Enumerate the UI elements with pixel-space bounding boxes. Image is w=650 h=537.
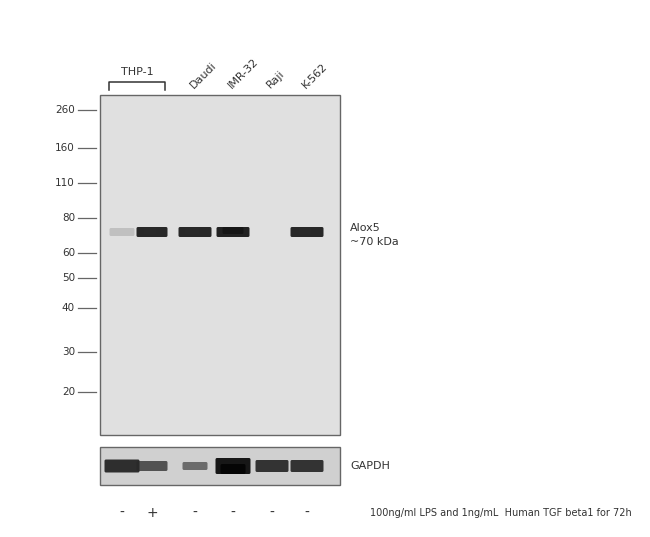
FancyBboxPatch shape	[183, 462, 207, 470]
FancyBboxPatch shape	[298, 228, 311, 235]
FancyBboxPatch shape	[220, 464, 246, 474]
Bar	[100, 95, 340, 435]
FancyBboxPatch shape	[216, 227, 250, 237]
Text: 50: 50	[62, 273, 75, 283]
FancyBboxPatch shape	[136, 461, 168, 471]
Text: Daudi: Daudi	[188, 60, 218, 90]
FancyBboxPatch shape	[222, 227, 244, 234]
Text: THP-1: THP-1	[121, 67, 153, 77]
Text: GAPDH: GAPDH	[350, 461, 390, 471]
Text: 30: 30	[62, 347, 75, 357]
Text: ~70 kDa: ~70 kDa	[350, 237, 398, 247]
FancyBboxPatch shape	[255, 460, 289, 472]
Bar	[100, 447, 340, 485]
FancyBboxPatch shape	[291, 227, 324, 237]
Text: -: -	[305, 506, 309, 520]
Text: 20: 20	[62, 387, 75, 397]
FancyBboxPatch shape	[136, 227, 168, 237]
FancyBboxPatch shape	[185, 228, 200, 235]
FancyBboxPatch shape	[105, 460, 140, 473]
Text: 100ng/ml LPS and 1ng/mL  Human TGF beta1 for 72h: 100ng/ml LPS and 1ng/mL Human TGF beta1 …	[370, 508, 632, 518]
Text: 40: 40	[62, 303, 75, 313]
Text: -: -	[231, 506, 235, 520]
Text: 160: 160	[55, 143, 75, 153]
Text: IMR-32: IMR-32	[226, 56, 260, 90]
Text: 60: 60	[62, 248, 75, 258]
FancyBboxPatch shape	[216, 458, 250, 474]
Text: -: -	[120, 506, 124, 520]
FancyBboxPatch shape	[109, 228, 135, 236]
Text: K-562: K-562	[300, 61, 329, 90]
FancyBboxPatch shape	[144, 228, 157, 235]
FancyBboxPatch shape	[179, 227, 211, 237]
Text: 110: 110	[55, 178, 75, 188]
Text: +: +	[146, 506, 158, 520]
FancyBboxPatch shape	[291, 460, 324, 472]
Text: -: -	[270, 506, 274, 520]
Text: 80: 80	[62, 213, 75, 223]
Text: Alox5: Alox5	[350, 223, 381, 233]
Text: 260: 260	[55, 105, 75, 115]
Text: Raji: Raji	[265, 68, 287, 90]
Text: -: -	[192, 506, 198, 520]
